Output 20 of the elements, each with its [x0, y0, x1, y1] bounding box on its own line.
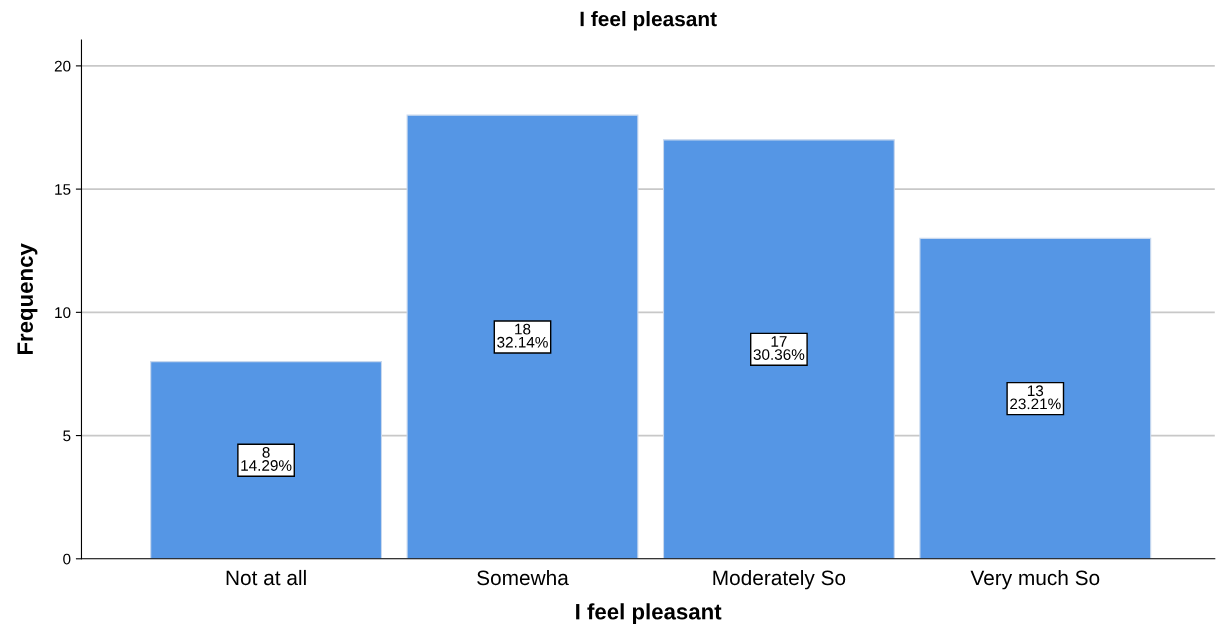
x-tick-label: Somewha — [477, 569, 569, 586]
y-tick-label: 10 — [55, 307, 71, 319]
bar — [406, 114, 639, 559]
y-tick-label: 0 — [63, 553, 71, 565]
x-axis-title: I feel pleasant — [576, 603, 722, 624]
data-label: 13 23.21% — [1010, 385, 1061, 410]
bar — [150, 361, 383, 559]
bar — [662, 139, 895, 559]
y-tick-label: 15 — [55, 184, 71, 195]
x-tick-label: Not at all — [226, 569, 306, 586]
y-axis-title: Frequency — [17, 243, 38, 355]
data-label: 17 30.36% — [753, 336, 805, 360]
y-tick-label: 20 — [54, 60, 71, 72]
x-tick-label: Moderately So — [713, 569, 846, 590]
y-tick-label: 5 — [63, 430, 71, 442]
bar — [919, 237, 1152, 559]
data-label: 8 14.29% — [241, 446, 292, 471]
chart-title: I feel pleasant — [580, 11, 717, 31]
data-label: 18 32.14% — [497, 323, 548, 348]
x-tick-label: Very much So — [970, 569, 1100, 590]
